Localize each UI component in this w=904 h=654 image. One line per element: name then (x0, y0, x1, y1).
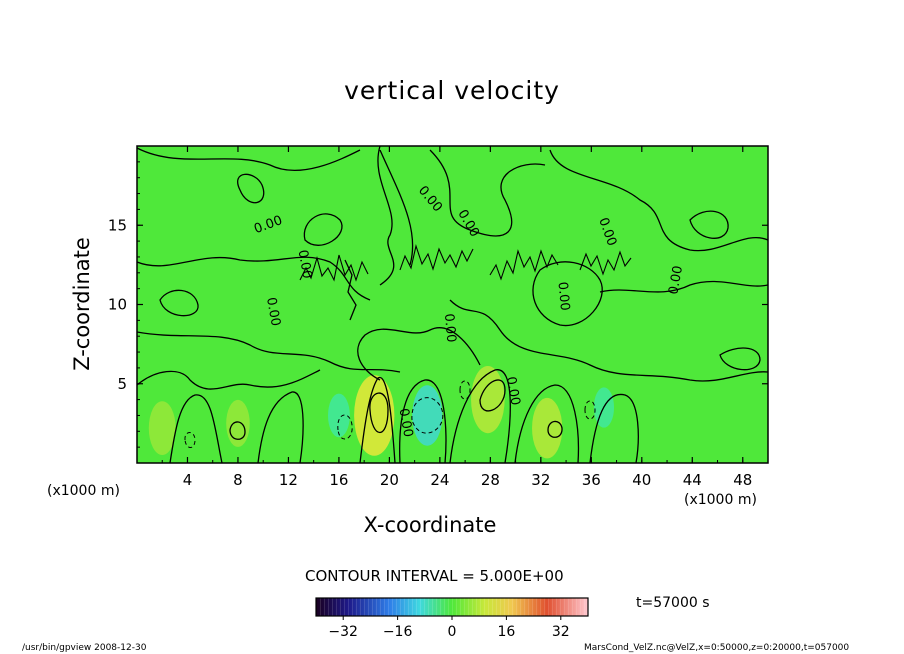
colorbar-tick-label: 32 (552, 624, 570, 640)
colorbar-tick-label: −16 (383, 624, 413, 640)
x-tick-label: 20 (380, 471, 399, 489)
contour-line (303, 213, 343, 246)
negative-contours (184, 380, 596, 448)
contour-line (377, 146, 395, 286)
contour-line (229, 421, 246, 440)
contour-line (599, 280, 768, 293)
contour-line (159, 289, 199, 317)
x-tick-label: 28 (481, 471, 500, 489)
x-tick-label: 44 (683, 471, 702, 489)
contour-line (459, 380, 471, 400)
contour-value-label: 0.00 (503, 376, 523, 407)
contour-line (589, 393, 639, 463)
contour-line (429, 149, 546, 237)
contour-value-label: 0.00 (263, 296, 283, 327)
chart-title: vertical velocity (344, 76, 560, 105)
contour-line (579, 250, 632, 276)
contour-line (337, 414, 353, 440)
x-axis: 4 8 12 16 20 24 28 32 36 40 44 48 (136, 146, 769, 489)
contour-value-label: 0.00 (396, 407, 416, 438)
contour-line (257, 391, 304, 463)
contour-line (344, 259, 357, 321)
x-tick-label: 4 (183, 471, 193, 489)
y-tick-label: 15 (108, 216, 127, 234)
contour-line (449, 299, 768, 382)
contour-line (369, 392, 389, 433)
colorbar-stripes (316, 598, 588, 616)
contour-line (689, 210, 729, 239)
contour-line (379, 149, 414, 266)
colorbar: −32 −16 0 16 32 (315, 597, 589, 640)
x-tick-label: 36 (582, 471, 601, 489)
field-feature (471, 366, 505, 434)
contour-value-label: 0.00 (555, 281, 572, 311)
colorbar-tick-label: 16 (497, 624, 515, 640)
field-feature (412, 385, 443, 446)
x-tick-label: 32 (531, 471, 550, 489)
contour-line (514, 384, 580, 463)
contour-line (357, 327, 481, 381)
field-feature (532, 397, 563, 459)
y-axis: 5 10 15 (108, 145, 768, 464)
x-axis-label: X-coordinate (363, 513, 497, 537)
contour-line (719, 347, 761, 371)
x-unit-right: (x1000 m) (684, 492, 757, 508)
footer-right: MarsCond_VelZ.nc@VelZ,x=0:50000,z=0:2000… (584, 643, 850, 653)
contour-line (411, 397, 444, 434)
colorbar-tick-label: −32 (328, 624, 358, 640)
contour-value-label: 0.00 (666, 265, 686, 296)
x-tick-label: 40 (632, 471, 651, 489)
plot-area: 0.000.000.00 0.000.000.000.000.000.000.00… (137, 146, 768, 463)
x-unit-left: (x1000 m) (47, 483, 120, 499)
contour-line (137, 256, 371, 301)
contour-line (399, 379, 447, 463)
y-axis-label: Z-coordinate (70, 237, 94, 371)
contour-line (137, 331, 401, 373)
time-label: t=57000 s (636, 595, 710, 611)
contour-line (399, 243, 474, 271)
contour-line (299, 254, 369, 282)
contour-line (449, 369, 511, 463)
x-tick-label: 24 (430, 471, 449, 489)
contour-line (479, 379, 506, 412)
noisy-contour-band (299, 243, 632, 282)
y-tick-label: 10 (108, 296, 127, 314)
field-feature (328, 393, 350, 438)
contour-line (137, 369, 321, 390)
y-tick-label: 5 (117, 375, 127, 393)
contour-value-label: 0.00 (441, 313, 458, 343)
x-tick-label: 48 (733, 471, 752, 489)
footer-left: /usr/bin/gpview 2008-12-30 (22, 643, 147, 653)
contour-line (489, 249, 559, 281)
x-tick-label: 12 (279, 471, 298, 489)
field-feature (148, 401, 176, 456)
contour-lines (137, 146, 768, 463)
contour-line (237, 173, 265, 204)
contour-line (584, 400, 596, 420)
contour-line (532, 261, 603, 327)
colorbar-tick-label: 0 (448, 624, 457, 640)
contour-value-label: 0.00 (295, 249, 315, 280)
contour-line (359, 377, 396, 463)
contour-line (169, 394, 223, 463)
contour-interval-label: CONTOUR INTERVAL = 5.000E+00 (305, 567, 564, 585)
contour-line (137, 147, 361, 172)
x-tick-label: 8 (233, 471, 243, 489)
x-tick-label: 16 (329, 471, 348, 489)
contour-line (549, 149, 768, 252)
contour-line (547, 420, 563, 438)
